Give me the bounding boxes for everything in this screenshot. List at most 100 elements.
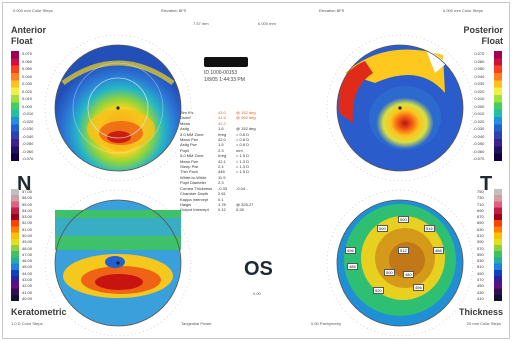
- indices-extra: = 1.5 D: [236, 153, 250, 159]
- redacted-patient-name: [204, 57, 248, 67]
- indices-extra: = 1.3 D: [236, 158, 250, 164]
- scale-labels-top-right: 0.070 0.060 0.050 0.040 0.030 0.020 0.010 0.000…: [473, 51, 484, 161]
- indices-value: 2.3: [218, 180, 224, 186]
- pachy-value: 500: [377, 225, 388, 232]
- scale-tick-label: 570: [477, 245, 484, 251]
- header-mid-center-1: 7.57 mm: [193, 21, 209, 26]
- scale-tick-label: 40.00: [22, 295, 33, 301]
- indices-value: 2.61: [218, 191, 226, 197]
- scale-tick-label: 0.060: [22, 58, 33, 64]
- indices-value: 42.1: [218, 158, 226, 164]
- indices-row: Mean 42.2: [180, 121, 274, 126]
- panel-tr-title: Posterior: [463, 25, 503, 35]
- indices-row: Dsmd 41.4 @ 062 deg: [180, 115, 274, 120]
- indices-extra: = 1.5 D: [236, 169, 250, 175]
- scale-tick-label: -0.040: [473, 133, 485, 139]
- indices-label: Sim K's: [180, 110, 194, 115]
- indices-label: Output Intercept: [180, 207, 209, 213]
- scale-tick-label: -0.060: [473, 148, 485, 154]
- indices-row: 5.0 MM Zone Irreg = 1.5 D: [180, 153, 274, 158]
- panel-tl-title: Anterior: [11, 25, 47, 35]
- scale-tick-label: 0.060: [474, 58, 485, 64]
- scale-tick-label: 51.00: [22, 226, 33, 232]
- scale-tick-label: 430: [477, 289, 484, 295]
- scale-tick-label: 0.020: [474, 88, 485, 94]
- scale-tick-label: 690: [477, 207, 484, 213]
- indices-row: 3.0 MM Zone Irreg = 0.8 D: [180, 132, 274, 137]
- scale-tick-label: 0.040: [22, 73, 33, 79]
- scale-tick-label: 55.00: [22, 201, 33, 207]
- header-left-top: 0.000 mm Color Steps: [13, 8, 53, 13]
- scale-tick-label: 52.00: [22, 220, 33, 226]
- scale-tick-label: -0.040: [22, 133, 34, 139]
- keratometric-map: [44, 189, 192, 337]
- scale-tick-label: 49.00: [22, 239, 33, 245]
- indices-label: Mean Pwr: [180, 137, 199, 143]
- scale-tick-label: 45.00: [22, 264, 33, 270]
- scale-tick-label: 750: [477, 189, 484, 194]
- indices-row: White-to-White 11.9: [180, 175, 274, 180]
- indices-row: Thin Pach 448 = 1.5 D: [180, 169, 274, 174]
- scale-tick-label: 670: [477, 214, 484, 220]
- scale-tick-label: 0.070: [474, 51, 485, 56]
- scale-tick-label: 0.070: [22, 51, 33, 56]
- indices-row: Sim K's 43.0 @ 152 deg: [180, 110, 274, 115]
- indices-value: 42.0: [218, 137, 226, 143]
- indices-value: Irreg: [218, 153, 227, 159]
- indices-label: Mean Pwr: [180, 158, 199, 164]
- scale-tick-label: -0.060: [22, 148, 34, 154]
- scale-tick-label: 590: [477, 239, 484, 245]
- scale-tick-label: -0.030: [473, 126, 485, 131]
- indices-label: 3.0 MM Zone: [180, 131, 204, 137]
- patient-id: ID 1000-00153: [204, 70, 238, 76]
- pachy-value: 488: [433, 247, 444, 254]
- scale-tick-label: -0.070: [22, 156, 34, 161]
- indices-row: Chamber Depth 2.61: [180, 191, 274, 196]
- panel-bl-title: Keratometric: [11, 307, 67, 317]
- indices-value: 2.4: [218, 164, 224, 170]
- panel-br-subtitle: 20 mm Color Steps: [466, 321, 501, 326]
- header-mid-right: Elevation BFS: [319, 8, 345, 13]
- scale-tick-label: -0.010: [22, 111, 34, 116]
- scale-tick-label: 0.010: [474, 96, 485, 101]
- exam-date: 1/8/05 1:44:33 PM: [204, 77, 245, 83]
- indices-value: 1.6: [218, 126, 224, 132]
- indices-row: Cornea Thickness -0.33 -0.04 -: [180, 186, 274, 191]
- indices-extra: = 0.8 D: [236, 131, 250, 137]
- indices-label: Astig: [180, 126, 189, 132]
- nasal-label: N: [17, 173, 32, 195]
- indices-value: 1.78: [218, 201, 226, 207]
- indices-label: White-to-White: [180, 174, 207, 180]
- indices-row: Kappa Intercept 0.1: [180, 197, 274, 202]
- scale-tick-label: -0.030: [22, 126, 34, 131]
- indices-extra: @ 325.27: [236, 201, 254, 207]
- scale-tick-label: 710: [477, 201, 484, 207]
- color-scale-top-right: [494, 51, 502, 161]
- indices-value: 11.9: [218, 174, 226, 180]
- scale-tick-label: -0.020: [22, 118, 34, 124]
- posterior-float-map: [326, 34, 474, 182]
- panel-br-footer: 0.50 Pachymetry: [311, 321, 342, 326]
- eye-label: OS: [244, 258, 273, 280]
- panel-bl-subtitle: 1.0 D Color Steps: [11, 321, 43, 326]
- pachy-value: 516: [424, 225, 435, 232]
- indices-label: Pupil: [180, 147, 189, 153]
- indices-row: Steep Pwr 2.4 = 1.3 D: [180, 164, 274, 169]
- pachy-value: 520: [373, 287, 384, 294]
- scale-tick-label: 490: [477, 270, 484, 276]
- scale-tick-label: 730: [477, 195, 484, 201]
- scale-tick-label: 410: [477, 295, 484, 301]
- scale-tick-label: 530: [477, 258, 484, 264]
- scale-tick-label: 610: [477, 232, 484, 238]
- indices-extra: = 1.3 D: [236, 164, 250, 170]
- indices-label: Kappa Intercept: [180, 196, 209, 202]
- scale-tick-label: 450: [477, 283, 484, 289]
- indices-label: Chamber Depth: [180, 191, 209, 197]
- scale-tick-label: -0.070: [473, 156, 485, 161]
- header-mid-center-2: 0.000 mm: [258, 21, 276, 26]
- footnote: 0.00: [253, 291, 261, 296]
- scale-tick-label: 54.00: [22, 207, 33, 213]
- indices-value: Irreg: [218, 131, 227, 137]
- indices-row: Pupil Diameter 2.3: [180, 180, 274, 185]
- indices-row: Output Intercept 0.12 0.28: [180, 207, 274, 212]
